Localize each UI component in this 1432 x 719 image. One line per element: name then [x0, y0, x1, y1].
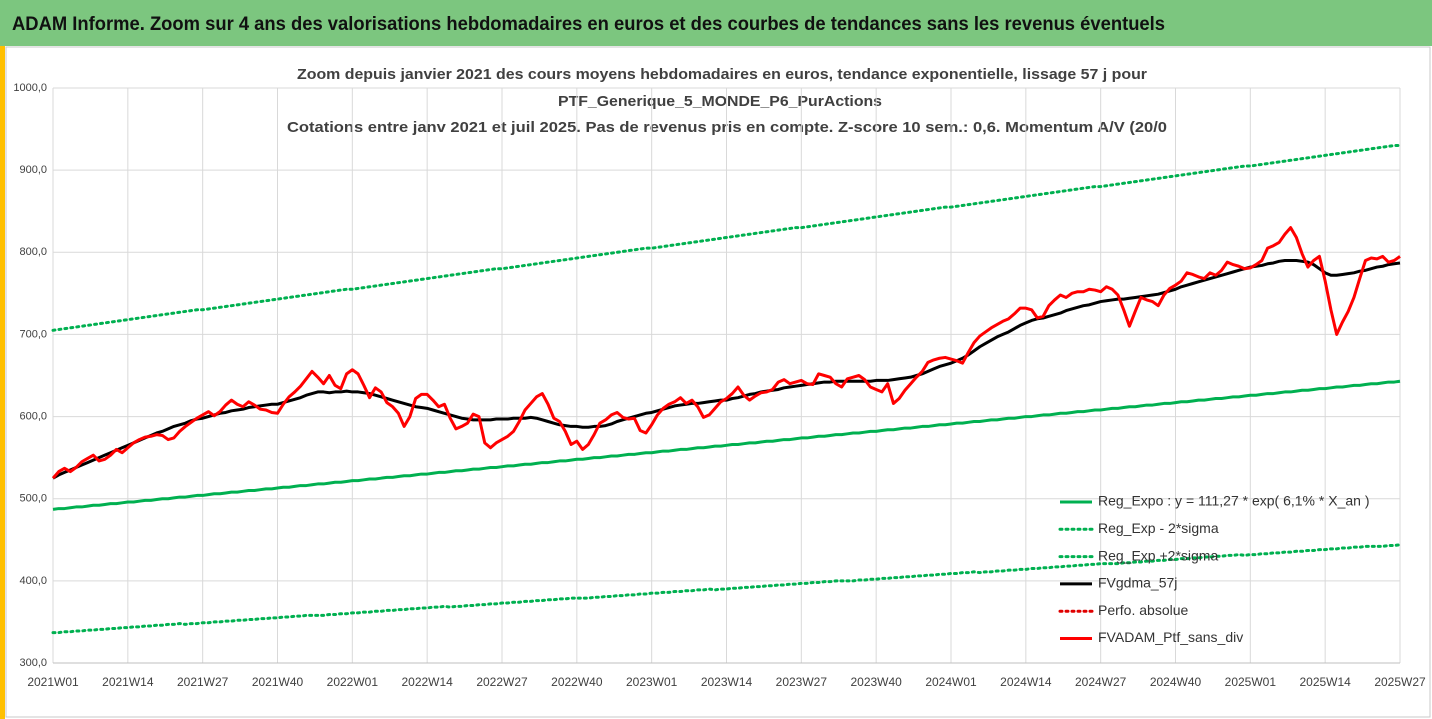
- legend-label: Reg_Expo : y = 111,27 * exp( 6,1% * X_an…: [1098, 493, 1369, 509]
- legend-label: Perfo. absolue: [1098, 602, 1188, 618]
- x-tick-label: 2024W40: [1150, 675, 1202, 689]
- x-tick-label: 2023W14: [701, 675, 753, 689]
- x-tick-label: 2024W01: [925, 675, 977, 689]
- x-tick-label: 2021W27: [177, 675, 229, 689]
- x-tick-label: 2025W27: [1374, 675, 1426, 689]
- x-tick-label: 2023W01: [626, 675, 678, 689]
- y-tick-label: 700,0: [19, 328, 47, 340]
- series-line: [51, 144, 1402, 332]
- series-line: [51, 543, 1402, 635]
- x-tick-label: 2021W01: [27, 675, 79, 689]
- x-tick-label: 2025W14: [1299, 675, 1351, 689]
- y-tick-label: 400,0: [19, 575, 47, 587]
- x-tick-label: 2024W27: [1075, 675, 1127, 689]
- chart-subtitle: Zoom depuis janvier 2021 des cours moyen…: [297, 66, 1147, 83]
- header-title: ADAM Informe. Zoom sur 4 ans des valoris…: [12, 14, 1165, 35]
- legend-label: Reg_Exp +2*sigma: [1098, 547, 1218, 563]
- series-line: [52, 379, 1401, 511]
- y-tick-label: 1000,0: [13, 82, 47, 94]
- y-tick-label: 800,0: [19, 246, 47, 258]
- x-tick-label: 2022W01: [327, 675, 379, 689]
- legend-label: Reg_Exp - 2*sigma: [1098, 520, 1219, 536]
- chart-subtitle: PTF_Generique_5_MONDE_P6_PurActions: [558, 93, 882, 110]
- series-line: [51, 226, 1401, 480]
- x-tick-label: 2021W40: [252, 675, 304, 689]
- x-tick-label: 2021W14: [102, 675, 154, 689]
- legend-label: FVgdma_57j: [1098, 575, 1177, 591]
- x-tick-label: 2023W40: [850, 675, 902, 689]
- left-accent: [0, 46, 5, 719]
- x-tick-label: 2025W01: [1225, 675, 1277, 689]
- x-tick-label: 2022W14: [401, 675, 453, 689]
- chart-frame: [5, 46, 1431, 718]
- header-bar: [0, 0, 1432, 46]
- x-tick-label: 2024W14: [1000, 675, 1052, 689]
- y-tick-label: 300,0: [19, 657, 47, 669]
- y-tick-label: 900,0: [19, 164, 47, 176]
- x-tick-label: 2023W27: [776, 675, 828, 689]
- y-tick-label: 600,0: [19, 410, 47, 422]
- legend-label: FVADAM_Ptf_sans_div: [1098, 629, 1243, 645]
- x-tick-label: 2022W27: [476, 675, 528, 689]
- y-tick-label: 500,0: [19, 493, 47, 505]
- x-tick-label: 2022W40: [551, 675, 603, 689]
